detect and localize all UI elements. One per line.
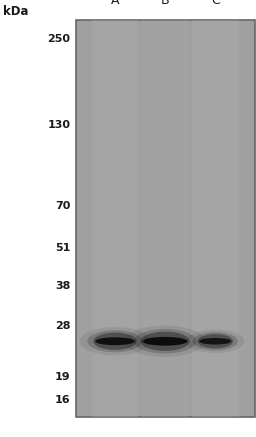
Text: C: C <box>211 0 220 7</box>
Text: 130: 130 <box>47 120 70 130</box>
Ellipse shape <box>143 337 187 346</box>
Bar <box>142 20 188 417</box>
Ellipse shape <box>193 332 238 350</box>
Text: 28: 28 <box>55 321 70 331</box>
Text: 16: 16 <box>55 395 70 405</box>
Text: 51: 51 <box>55 243 70 253</box>
Bar <box>192 20 239 417</box>
Ellipse shape <box>134 329 197 354</box>
Text: B: B <box>161 0 169 7</box>
Text: kDa: kDa <box>3 5 28 18</box>
Ellipse shape <box>79 327 151 355</box>
Ellipse shape <box>95 337 135 345</box>
Text: 70: 70 <box>55 201 70 211</box>
Ellipse shape <box>199 338 231 344</box>
Text: 38: 38 <box>55 281 70 291</box>
Ellipse shape <box>87 330 143 352</box>
Text: 250: 250 <box>47 34 70 44</box>
Text: A: A <box>111 0 119 7</box>
Ellipse shape <box>186 329 244 353</box>
Text: 19: 19 <box>55 372 70 382</box>
Ellipse shape <box>125 326 205 357</box>
Ellipse shape <box>141 332 190 351</box>
Bar <box>76 20 255 417</box>
Ellipse shape <box>198 334 233 348</box>
Ellipse shape <box>93 333 137 350</box>
Bar <box>92 20 138 417</box>
